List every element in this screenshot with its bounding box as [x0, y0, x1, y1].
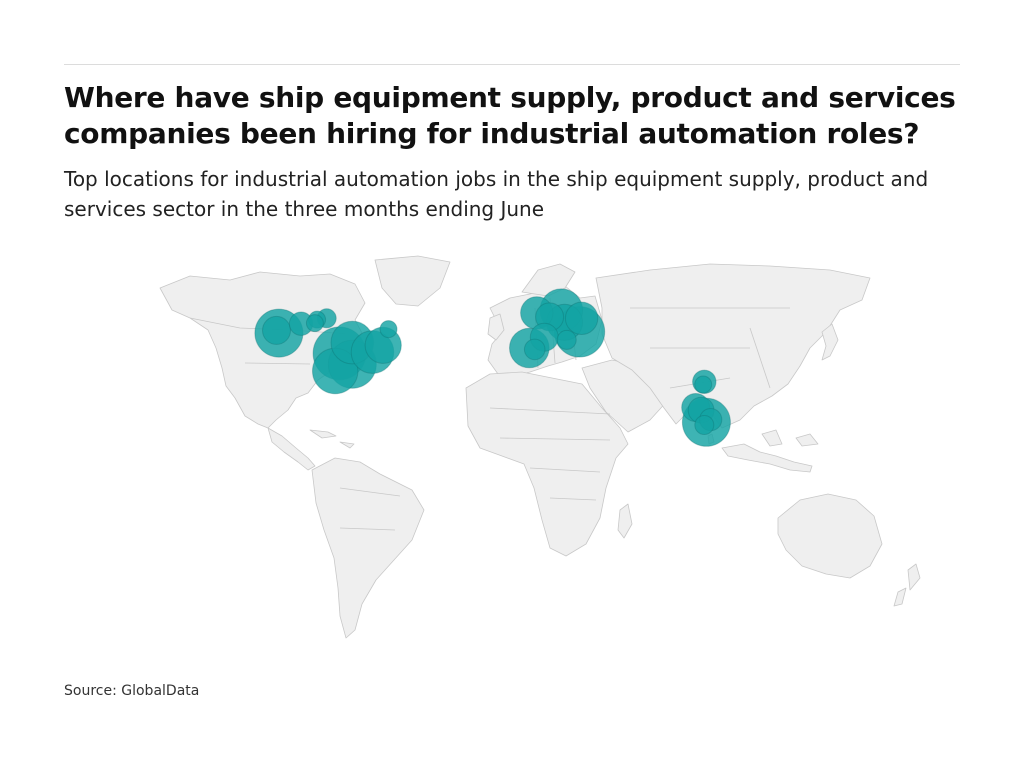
australia-landmass	[777, 493, 883, 579]
central-america-landmass	[267, 427, 316, 471]
chart-title: Where have ship equipment supply, produc…	[64, 81, 956, 150]
africa-landmass	[465, 371, 629, 557]
japan-landmass	[821, 323, 839, 361]
uk-landmass	[487, 313, 505, 341]
location-bubble-italy[interactable]	[556, 329, 577, 350]
location-bubble-iberia-2[interactable]	[523, 338, 546, 361]
madagascar-landmass	[617, 503, 633, 539]
world-map	[159, 255, 921, 639]
source-note: Source: GlobalData	[64, 683, 200, 699]
chart-subtitle: Top locations for industrial automation …	[64, 167, 929, 221]
location-bubble-poland[interactable]	[564, 301, 599, 336]
indonesia-islands	[721, 429, 819, 473]
greenland-landmass	[374, 255, 451, 307]
location-bubble-india-north-2[interactable]	[694, 375, 713, 394]
location-bubble-us-west-2[interactable]	[262, 315, 291, 345]
bubble-layer	[254, 288, 731, 447]
location-bubble-india-south-3[interactable]	[694, 415, 715, 435]
location-bubble-us-northeast-2[interactable]	[379, 320, 398, 339]
location-bubble-us-north-3[interactable]	[305, 314, 324, 333]
new-zealand-landmass	[893, 563, 921, 607]
top-rule	[64, 64, 960, 65]
south-america-landmass	[311, 457, 425, 639]
asia-landmass	[595, 263, 871, 429]
caribbean-islands	[309, 429, 355, 449]
